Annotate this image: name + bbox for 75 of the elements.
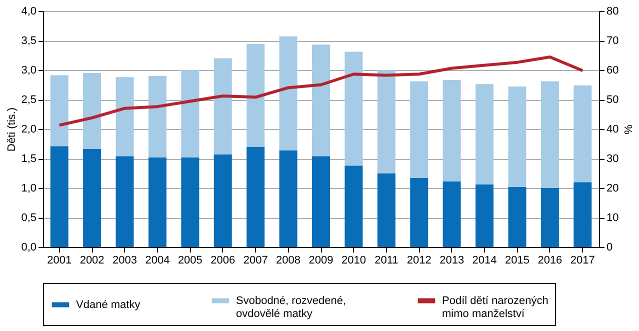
bar (116, 156, 134, 247)
y2-tick-label: 20 (606, 182, 619, 194)
bar (83, 149, 102, 247)
x-tick-label: 2001 (47, 254, 72, 266)
bar (476, 184, 494, 247)
x-tick-label: 2003 (112, 254, 138, 266)
y-tick-label: 2,0 (21, 124, 36, 136)
bar (540, 188, 559, 247)
bar (148, 157, 166, 247)
y-tick-label: 2,5 (21, 94, 36, 106)
legend-label: Vdané matky (76, 298, 141, 311)
y2-tick-label: 10 (606, 212, 619, 224)
y2-tick-label: 0 (606, 242, 613, 254)
x-tick-label: 2013 (440, 254, 464, 266)
x-tick-label: 2016 (538, 254, 562, 266)
bar (116, 77, 134, 156)
y-tick-label: 3,0 (21, 64, 36, 76)
bar (181, 70, 200, 158)
bar (410, 178, 428, 247)
bar (246, 44, 265, 147)
x-tick-label: 2015 (504, 254, 530, 266)
bar (148, 76, 166, 158)
y-tick-label: 0,0 (21, 242, 36, 254)
y-tick-label: 3,5 (21, 35, 36, 47)
y-tick-label: 0,5 (21, 212, 36, 224)
bar (214, 154, 232, 247)
x-tick-label: 2014 (472, 254, 497, 266)
bar (508, 186, 526, 247)
bar (50, 146, 68, 247)
y-tick-label: 1,5 (21, 153, 36, 165)
x-tick-label: 2010 (341, 254, 366, 266)
legend-label: Podíl dětí narozených mimo manželství (442, 294, 548, 320)
x-tick-label: 2008 (276, 254, 301, 266)
bar (312, 44, 330, 156)
bar (214, 58, 232, 154)
bar (574, 182, 592, 247)
x-tick-label: 2011 (374, 254, 398, 266)
bar (312, 156, 330, 247)
bar (181, 157, 200, 247)
y-tick-label: 4,0 (21, 6, 36, 18)
bar (279, 150, 298, 247)
legend-label: Svobodné, rozvedené, ovdovělé matky (236, 294, 346, 320)
bar (279, 36, 298, 150)
y2-tick-label: 50 (606, 94, 619, 106)
bar (344, 52, 363, 166)
y-axis-title: Děti (tis.) (6, 108, 18, 152)
bar (540, 81, 559, 188)
bar (50, 75, 68, 146)
bar (410, 81, 428, 178)
bar (377, 70, 396, 174)
bar (377, 173, 396, 247)
bar (246, 146, 265, 247)
line-series (58, 56, 584, 127)
bar (508, 86, 526, 187)
bar (344, 166, 363, 247)
x-tick-label: 2017 (570, 254, 595, 266)
x-tick-label: 2006 (210, 254, 236, 266)
y2-tick-label: 80 (606, 6, 619, 18)
x-tick-label: 2002 (80, 254, 104, 266)
x-tick-label: 2007 (243, 254, 268, 266)
y-tick-label: 1,0 (21, 182, 36, 194)
y2-tick-label: 30 (606, 153, 619, 165)
x-tick-label: 2012 (406, 254, 432, 266)
y2-tick-label: 70 (606, 35, 619, 47)
x-tick-label: 2004 (145, 254, 170, 266)
y2-axis-title: % (622, 124, 634, 135)
bar (574, 85, 592, 182)
bar (83, 72, 102, 150)
bar (442, 182, 461, 247)
y2-tick-label: 40 (606, 124, 619, 136)
y2-tick-label: 60 (606, 64, 619, 76)
x-tick-label: 2009 (308, 254, 334, 266)
x-tick-label: 2005 (178, 254, 202, 266)
bar (476, 84, 494, 184)
bar (442, 80, 461, 182)
